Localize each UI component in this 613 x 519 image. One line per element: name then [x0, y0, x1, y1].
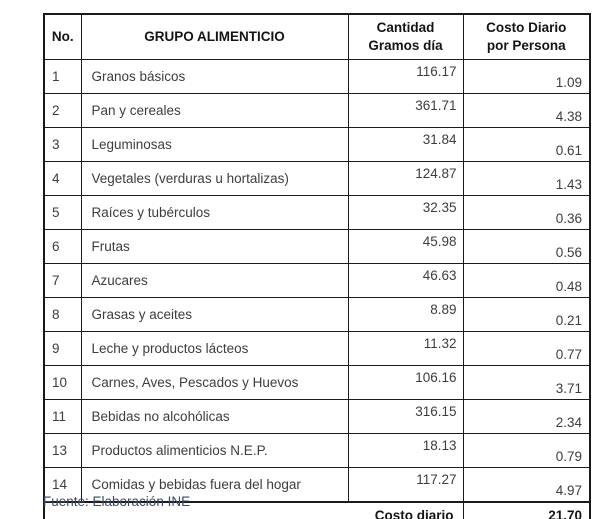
grams-value: 8.89	[347, 297, 464, 332]
food-group: Carnes, Aves, Pescados y Huevos	[80, 365, 349, 400]
daily-cost-row: Costo diario 21.70	[43, 501, 591, 519]
food-group: Pan y cereales	[80, 93, 349, 128]
table-header-row: No. GRUPO ALIMENTICIO Cantidad Gramos dí…	[43, 13, 591, 60]
food-group: Bebidas no alcohólicas	[80, 399, 349, 434]
grams-value: 116.17	[347, 59, 464, 94]
row-number: 6	[43, 229, 82, 264]
grams-value: 117.27	[347, 467, 464, 503]
daily-cost-value: 21.70	[462, 501, 591, 519]
table-row: 13 Productos alimenticios N.E.P. 18.13 0…	[43, 433, 591, 468]
cost-value: 3.71	[462, 365, 591, 400]
grams-value: 18.13	[347, 433, 464, 468]
food-group: Leguminosas	[80, 127, 349, 162]
row-number: 11	[43, 399, 82, 434]
row-number: 1	[43, 59, 82, 94]
cost-value: 4.97	[462, 467, 591, 503]
grams-value: 106.16	[347, 365, 464, 400]
cost-value: 0.21	[462, 297, 591, 332]
food-group: Comidas y bebidas fuera del hogar	[80, 467, 349, 503]
cost-value: 1.43	[462, 161, 591, 196]
food-group: Azucares	[80, 263, 349, 298]
row-number: 7	[43, 263, 82, 298]
grams-value: 316.15	[347, 399, 464, 434]
table-row: 9 Leche y productos lácteos 11.32 0.77	[43, 331, 591, 366]
cost-value: 1.09	[462, 59, 591, 94]
grams-value: 46.63	[347, 263, 464, 298]
header-cost: Costo Diario por Persona	[462, 13, 591, 60]
cba-table: No. GRUPO ALIMENTICIO Cantidad Gramos dí…	[43, 13, 591, 519]
grams-value: 45.98	[347, 229, 464, 264]
source-note: Fuente: Elaboración INE	[43, 494, 191, 509]
food-group: Granos básicos	[80, 59, 349, 94]
grams-value: 32.35	[347, 195, 464, 230]
cost-value: 0.79	[462, 433, 591, 468]
table-row: 10 Carnes, Aves, Pescados y Huevos 106.1…	[43, 365, 591, 400]
grams-value: 361.71	[347, 93, 464, 128]
row-number: 9	[43, 331, 82, 366]
table-row: 7 Azucares 46.63 0.48	[43, 263, 591, 298]
grams-value: 124.87	[347, 161, 464, 196]
row-number: 3	[43, 127, 82, 162]
table-row: 8 Grasas y aceites 8.89 0.21	[43, 297, 591, 332]
table-row: 5 Raíces y tubérculos 32.35 0.36	[43, 195, 591, 230]
food-group: Raíces y tubérculos	[80, 195, 349, 230]
cost-value: 0.36	[462, 195, 591, 230]
header-no: No.	[43, 13, 82, 60]
row-number: 8	[43, 297, 82, 332]
row-number: 2	[43, 93, 82, 128]
table-row: 14 Comidas y bebidas fuera del hogar 117…	[43, 467, 591, 503]
cost-value: 4.38	[462, 93, 591, 128]
cost-value: 0.61	[462, 127, 591, 162]
row-number: 5	[43, 195, 82, 230]
row-number: 13	[43, 433, 82, 468]
row-number: 14	[43, 467, 82, 503]
cost-value: 0.77	[462, 331, 591, 366]
header-group: GRUPO ALIMENTICIO	[80, 13, 349, 60]
grams-value: 11.32	[347, 331, 464, 366]
row-number: 4	[43, 161, 82, 196]
food-group: Grasas y aceites	[80, 297, 349, 332]
food-group: Frutas	[80, 229, 349, 264]
cost-value: 0.56	[462, 229, 591, 264]
cost-value: 2.34	[462, 399, 591, 434]
table-row: 2 Pan y cereales 361.71 4.38	[43, 93, 591, 128]
food-group: Vegetales (verduras u hortalizas)	[80, 161, 349, 196]
table-row: 3 Leguminosas 31.84 0.61	[43, 127, 591, 162]
row-number: 10	[43, 365, 82, 400]
table-row: 11 Bebidas no alcohólicas 316.15 2.34	[43, 399, 591, 434]
grams-value: 31.84	[347, 127, 464, 162]
table-row: 1 Granos básicos 116.17 1.09	[43, 59, 591, 94]
food-group: Productos alimenticios N.E.P.	[80, 433, 349, 468]
cost-value: 0.48	[462, 263, 591, 298]
table-row: 4 Vegetales (verduras u hortalizas) 124.…	[43, 161, 591, 196]
header-grams: Cantidad Gramos día	[347, 13, 464, 60]
table-row: 6 Frutas 45.98 0.56	[43, 229, 591, 264]
food-group: Leche y productos lácteos	[80, 331, 349, 366]
